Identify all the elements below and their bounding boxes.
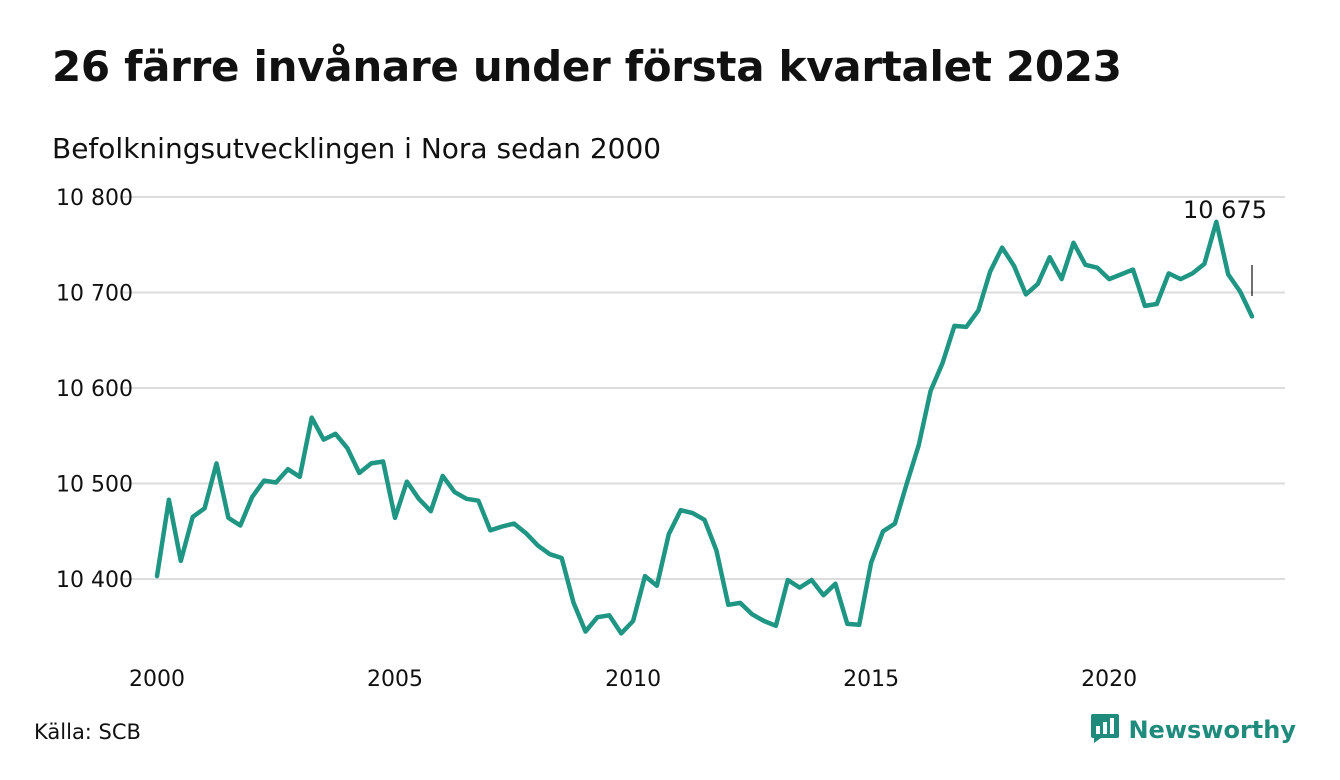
x-tick-label: 2005 — [367, 667, 423, 692]
y-axis-ticks: 10 400 10 500 10 600 10 700 10 800 — [56, 186, 133, 593]
brand: Newsworthy — [1090, 712, 1296, 748]
population-series-line — [154, 219, 1255, 636]
annotation-layer: 10 675 — [1183, 196, 1267, 296]
chart-subtitle: Befolkningsutvecklingen i Nora sedan 200… — [52, 132, 662, 165]
x-tick-label: 2015 — [843, 667, 899, 692]
grid-lines — [120, 196, 1285, 580]
source-note: Källa: SCB — [34, 720, 141, 744]
y-tick-label: 10 700 — [56, 282, 133, 307]
brand-name: Newsworthy — [1128, 716, 1296, 744]
x-axis-ticks: 2000 2005 2010 2015 2020 — [129, 667, 1137, 692]
x-tick-label: 2020 — [1081, 667, 1137, 692]
y-tick-label: 10 400 — [56, 568, 133, 593]
last-value-label: 10 675 — [1183, 196, 1267, 224]
y-tick-label: 10 600 — [56, 377, 133, 402]
y-tick-label: 10 500 — [56, 473, 133, 498]
newsworthy-logo-icon — [1090, 712, 1120, 748]
x-tick-label: 2010 — [605, 667, 661, 692]
series-layer — [154, 219, 1255, 636]
x-tick-label: 2000 — [129, 667, 185, 692]
y-tick-label: 10 800 — [56, 186, 133, 211]
chart-title: 26 färre invånare under första kvartalet… — [52, 42, 1122, 91]
